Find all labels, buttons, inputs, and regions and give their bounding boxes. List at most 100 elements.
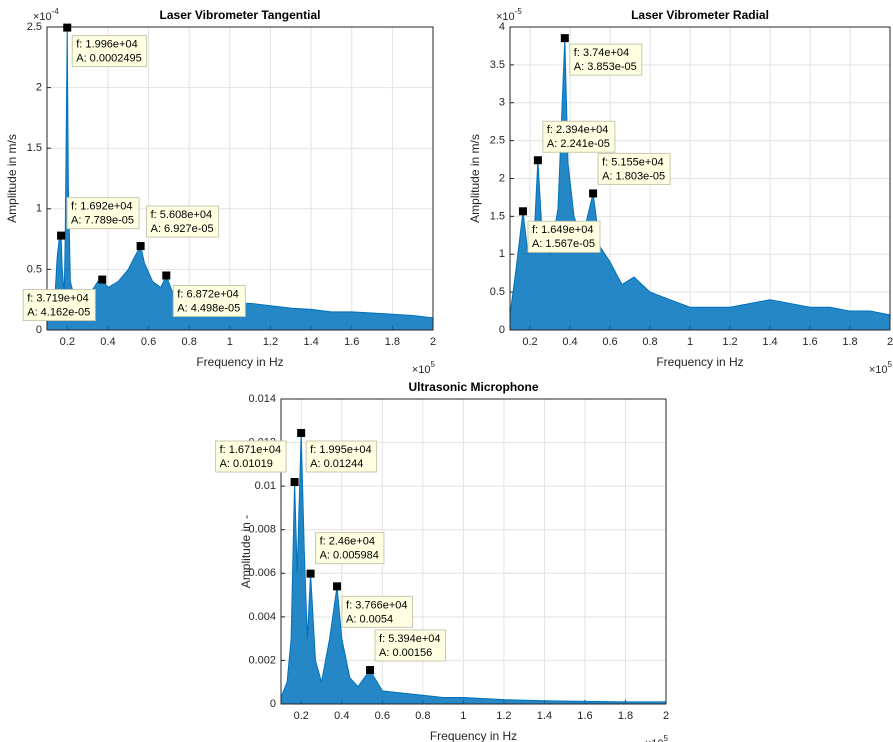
datatip-y-label: A: 0.0054 (346, 613, 393, 625)
datatip-box (66, 197, 140, 230)
multiplier-base: ×10 (412, 364, 431, 376)
datatip-marker (136, 242, 145, 251)
datatip-marker (63, 23, 72, 32)
datatip-box (305, 440, 378, 473)
datatip-marker (306, 569, 315, 578)
x-axis-label: Frequency in Hz (430, 729, 517, 742)
x-tick-label: 1 (460, 710, 466, 722)
chart-title: Ultrasonic Microphone (408, 380, 538, 394)
x-axis-label: Frequency in Hz (656, 355, 743, 369)
y-tick-label: 1 (499, 248, 505, 260)
datatip-y-label: A: 3.853e-05 (574, 61, 637, 73)
multiplier-base: ×10 (33, 11, 52, 23)
datatip-x-label: f: 3.74e+04 (574, 47, 629, 59)
subplot: 0.2 0.4 0.6 0.8 1 1.2 1.4 1.6 1.8 2 0 0.002 0.004 0.0… (215, 380, 669, 742)
y-tick-label: 0.014 (248, 393, 276, 405)
datatip-x-label: f: 1.995e+04 (310, 444, 371, 456)
x-tick-label: 2 (663, 710, 669, 722)
datatip: f: 5.155e+04 A: 1.803e-05 (597, 152, 671, 185)
datatip-y-label: A: 0.005984 (320, 550, 379, 562)
plot-area (47, 27, 433, 330)
x-axis-label: Frequency in Hz (196, 355, 283, 369)
datatip: f: 2.394e+04 A: 2.241e-05 (542, 120, 616, 153)
x-tick-label: 1.4 (303, 336, 318, 348)
spectrum-area (281, 432, 666, 704)
datatip-y-label: A: 0.00156 (379, 647, 432, 659)
datatip-marker (57, 231, 66, 240)
datatip-box (341, 595, 414, 628)
x-tick-label: 1 (687, 336, 693, 348)
y-tick-label: 2.5 (490, 135, 505, 147)
subplot: 0.2 0.4 0.6 0.8 1 1.2 1.4 1.6 1.8 2 0 0.5 1 1.5 2 2.5 La… (5, 7, 436, 376)
x-tick-label: 0.8 (642, 336, 657, 348)
datatip: f: 3.74e+04 A: 3.853e-05 (569, 43, 643, 76)
y-axis-label: Amplitude in - (239, 515, 253, 588)
datatip-y-label: A: 1.567e-05 (532, 238, 595, 250)
x-tick-label: 2 (430, 336, 436, 348)
x-tick-label: 1.6 (344, 336, 359, 348)
datatip-box (22, 289, 96, 322)
datatip-marker (98, 275, 107, 284)
y-tick-label: 0.002 (248, 654, 276, 666)
x-tick-label: 0.2 (522, 336, 537, 348)
x-tick-label: 0.6 (141, 336, 156, 348)
y-tick-label: 0 (499, 324, 505, 336)
datatip-box (146, 205, 220, 238)
datatip-x-label: f: 1.996e+04 (76, 39, 137, 51)
datatip-y-label: A: 0.01244 (310, 458, 363, 470)
datatip-marker (297, 428, 306, 437)
axes-box (509, 26, 891, 331)
x-tick-label: 0.8 (415, 710, 430, 722)
datatip: f: 1.692e+04 A: 7.789e-05 (66, 197, 140, 230)
y-tick-label: 0.004 (248, 611, 276, 623)
y-tick-label: 0.5 (27, 263, 42, 275)
datatip-y-label: A: 7.789e-05 (71, 215, 134, 227)
chart-title: Laser Vibrometer Tangential (160, 8, 321, 22)
axis-multiplier: ×105 (645, 734, 669, 742)
datatip-x-label: f: 3.719e+04 (27, 292, 88, 304)
spectrum-line (280, 432, 666, 703)
y-tick-label: 0.008 (248, 524, 276, 536)
datatip-marker (333, 582, 342, 591)
y-tick-label: 4 (499, 21, 505, 33)
multiplier-exponent: -4 (52, 7, 60, 16)
y-tick-label: 3 (499, 97, 505, 109)
datatip-box (215, 440, 287, 473)
multiplier-exponent: -5 (515, 7, 523, 16)
x-tick-label: 1.4 (762, 336, 777, 348)
multiplier-exponent: 5 (888, 360, 893, 369)
x-tick-label: 1.8 (385, 336, 400, 348)
y-tick-label: 1.5 (490, 210, 505, 222)
datatip-box (527, 220, 601, 253)
datatip-y-label: A: 4.162e-05 (27, 306, 90, 318)
datatip-y-label: A: 0.01019 (220, 458, 273, 470)
multiplier-base: ×10 (869, 364, 888, 376)
x-tick-label: 0.2 (60, 336, 75, 348)
spectrum-line (46, 27, 434, 325)
datatip-x-label: f: 2.394e+04 (547, 124, 608, 136)
y-tick-label: 0.01 (255, 480, 276, 492)
datatip-box (315, 532, 385, 565)
datatip-x-label: f: 3.766e+04 (346, 599, 407, 611)
x-tick-label: 0.6 (602, 336, 617, 348)
x-tick-label: 1.6 (577, 710, 592, 722)
datatip-marker (366, 666, 375, 675)
x-tick-label: 0.2 (294, 710, 309, 722)
datatip-x-label: f: 1.692e+04 (71, 201, 132, 213)
axes-box (46, 26, 434, 331)
y-tick-label: 0 (36, 324, 42, 336)
x-tick-label: 0.8 (182, 336, 197, 348)
datatip: f: 1.649e+04 A: 1.567e-05 (527, 220, 601, 253)
datatip-box (172, 284, 246, 317)
datatip-x-label: f: 5.155e+04 (602, 156, 663, 168)
x-tick-label: 0.6 (375, 710, 390, 722)
x-tick-label: 1.8 (618, 710, 633, 722)
datatip: f: 3.766e+04 A: 0.0054 (341, 595, 414, 628)
datatip-box (542, 120, 616, 153)
datatip: f: 5.608e+04 A: 6.927e-05 (146, 205, 220, 238)
datatip-marker (162, 271, 171, 280)
datatip-x-label: f: 6.872e+04 (177, 288, 238, 300)
datatip-x-label: f: 5.608e+04 (151, 209, 212, 221)
datatip-marker (560, 34, 569, 43)
